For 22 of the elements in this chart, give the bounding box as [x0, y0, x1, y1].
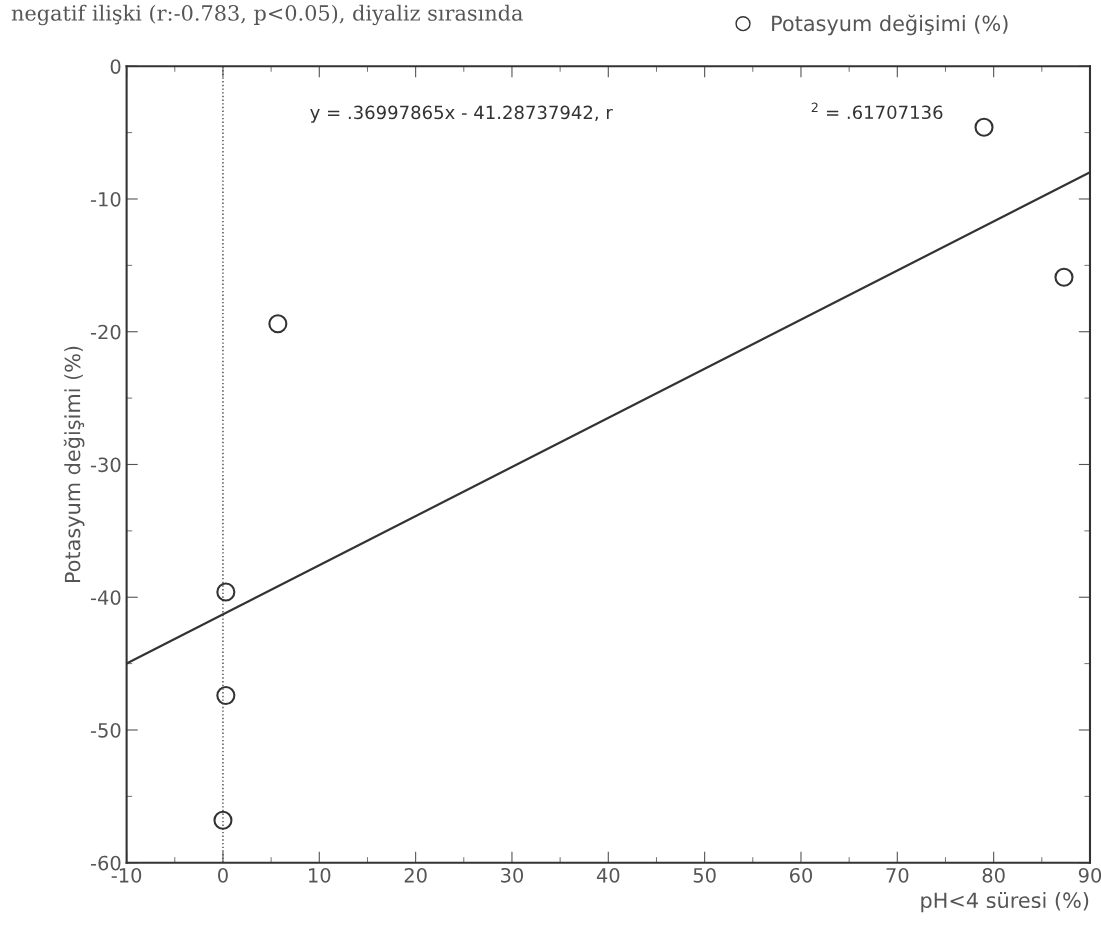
x-tick-label: 20 — [404, 867, 427, 883]
x-tick-label: 40 — [596, 867, 620, 883]
y-tick-label: -50 — [90, 722, 121, 738]
x-tick-label: 80 — [982, 867, 1005, 883]
x-tick-label: 70 — [886, 867, 909, 883]
x-tick-label: 10 — [309, 867, 331, 883]
y-tick-label: -40 — [90, 590, 121, 605]
y-tick-label: -30 — [90, 457, 121, 473]
x-tick-label: 60 — [789, 867, 813, 883]
y-tick-label: 0 — [110, 59, 121, 74]
y-tick-label: -20 — [90, 324, 121, 340]
x-tick-label: 50 — [693, 867, 716, 883]
x-tick-label: 30 — [501, 867, 524, 883]
annotation: y = .36997865x - 41.28737942, r — [310, 105, 613, 123]
x-tick-label: 90 — [1078, 867, 1101, 883]
text: negatif ilişki (r:-0.783, p<0.05), diyaliz sırasında — [11, 4, 523, 26]
legend-label: Potasyum değişimi (%) — [772, 14, 1008, 36]
annotation: $^{2}$ = .61707136 — [811, 102, 943, 120]
y-axis-title: Potasyum değişimi (%) — [63, 346, 85, 583]
x-tick-label: 0 — [218, 867, 228, 883]
x-axis-title: pH<4 süresi (%) — [921, 891, 1089, 913]
y-tick-label: -10 — [90, 191, 121, 207]
